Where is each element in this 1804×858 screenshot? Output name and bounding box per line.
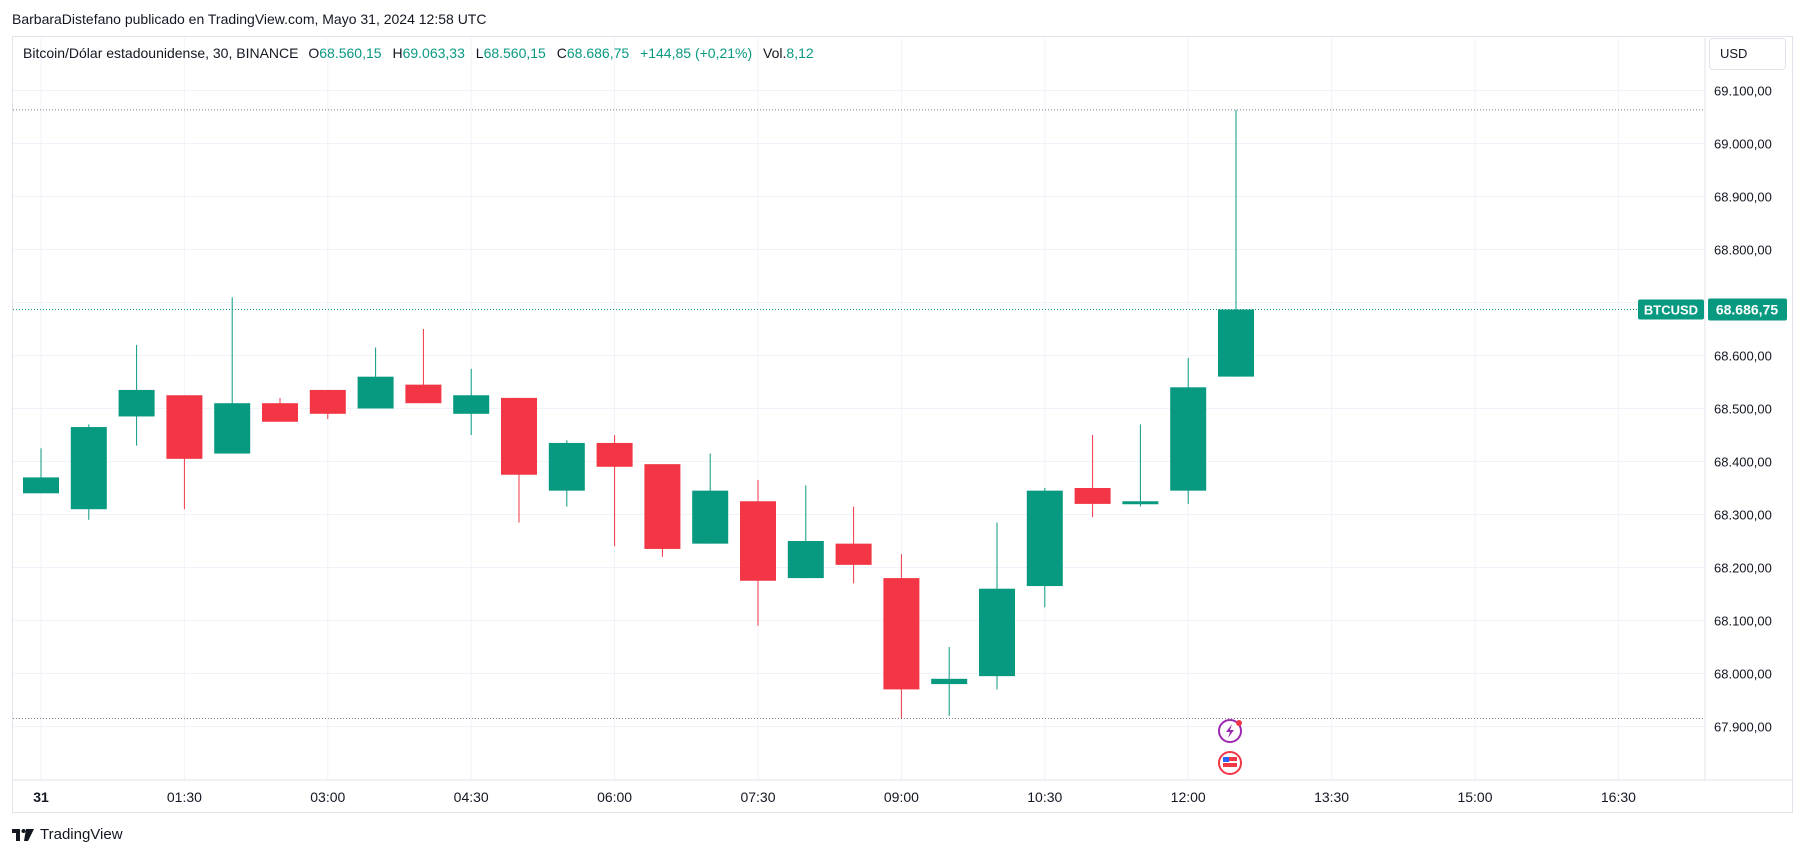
us-flag-canton [1223, 757, 1229, 762]
y-tick-label: 68.900,00 [1714, 190, 1772, 205]
y-tick-label: 68.000,00 [1714, 667, 1772, 682]
x-tick-label: 13:30 [1314, 789, 1349, 805]
x-tick-label: 01:30 [167, 789, 202, 805]
candle-body-up [1026, 490, 1063, 587]
candle-body-down [309, 389, 346, 414]
lightning-bolt-shape [1226, 724, 1234, 738]
symbol-name: Bitcoin/Dólar estadounidense, 30, BINANC… [23, 45, 299, 61]
candle-body-up [1170, 387, 1207, 491]
candle-body-up [453, 395, 490, 414]
symbol-legend: Bitcoin/Dólar estadounidense, 30, BINANC… [23, 45, 821, 61]
candle-body-down [740, 501, 776, 581]
open-value: 68.560,15 [319, 45, 382, 61]
y-tick-label: 69.100,00 [1714, 84, 1772, 99]
y-tick-label: 68.300,00 [1714, 508, 1772, 523]
candle-body-down [835, 543, 872, 565]
change-value: +144,85 (+0,21%) [640, 45, 753, 61]
close-value: 68.686,75 [566, 45, 630, 61]
symbol-price-badge [1638, 299, 1704, 320]
candle-body-up [214, 403, 251, 454]
candle-body-down [405, 384, 442, 404]
candle-body-up [548, 442, 585, 491]
x-tick-label: 12:00 [1171, 789, 1206, 805]
us-flag-stripe [1223, 763, 1237, 767]
candle-body-down [883, 578, 920, 690]
candle-body-up [1122, 501, 1159, 505]
x-tick-label: 16:30 [1601, 789, 1636, 805]
y-tick-label: 68.200,00 [1714, 561, 1772, 576]
y-tick-label: 68.600,00 [1714, 349, 1772, 364]
high-label: H [392, 45, 403, 61]
tradingview-brand-text: TradingView [40, 826, 123, 843]
candle-body-down [596, 442, 633, 467]
y-tick-label: 69.000,00 [1714, 137, 1772, 152]
us-flag-stripe [1223, 757, 1237, 761]
candle-body-up [692, 490, 729, 544]
candle-body-up [787, 541, 824, 579]
published-by-text: BarbaraDistefano publicado en TradingVie… [12, 11, 487, 27]
x-tick-label: 31 [33, 789, 49, 805]
low-value: 68.560,15 [483, 45, 546, 61]
chart-frame [12, 36, 1793, 813]
candle-body-down [501, 397, 537, 475]
candle-body-down [262, 403, 298, 422]
open-label: O [308, 45, 320, 61]
x-tick-label: 03:00 [310, 789, 345, 805]
low-label: L [475, 45, 484, 61]
x-tick-label: 15:00 [1457, 789, 1492, 805]
close-label: C [556, 45, 567, 61]
candle-body-down [644, 464, 681, 549]
tradingview-logo-icon [12, 828, 34, 841]
last-price-badge [1708, 298, 1787, 321]
candle-body-up [931, 678, 968, 685]
candle-body-down [166, 395, 203, 459]
last-price-badge-text: 68.686,75 [1716, 302, 1778, 318]
y-tick-label: 68.800,00 [1714, 243, 1772, 258]
y-tick-label: 68.400,00 [1714, 455, 1772, 470]
candle-body-up [357, 376, 394, 409]
volume-label: Vol. [763, 45, 787, 61]
x-tick-label: 04:30 [454, 789, 489, 805]
x-tick-label: 10:30 [1027, 789, 1062, 805]
y-tick-label: 67.900,00 [1714, 720, 1772, 735]
x-tick-label: 07:30 [740, 789, 775, 805]
candle-body-up [1218, 309, 1254, 377]
currency-button[interactable]: USD [1709, 38, 1786, 70]
x-tick-label: 06:00 [597, 789, 632, 805]
candle-body-up [23, 477, 59, 494]
event-notification-dot [1236, 720, 1242, 726]
tradingview-logo[interactable]: TradingView [12, 826, 123, 843]
candle-body-up [118, 389, 155, 417]
volume-value: 8,12 [786, 45, 814, 61]
y-tick-label: 68.500,00 [1714, 402, 1772, 417]
x-tick-label: 09:00 [884, 789, 919, 805]
candle-body-up [979, 588, 1015, 677]
symbol-price-badge-text: BTCUSD [1644, 303, 1698, 318]
candle-body-up [70, 427, 107, 510]
high-value: 69.063,33 [402, 45, 465, 61]
candle-body-down [1074, 488, 1111, 504]
y-tick-label: 68.100,00 [1714, 614, 1772, 629]
